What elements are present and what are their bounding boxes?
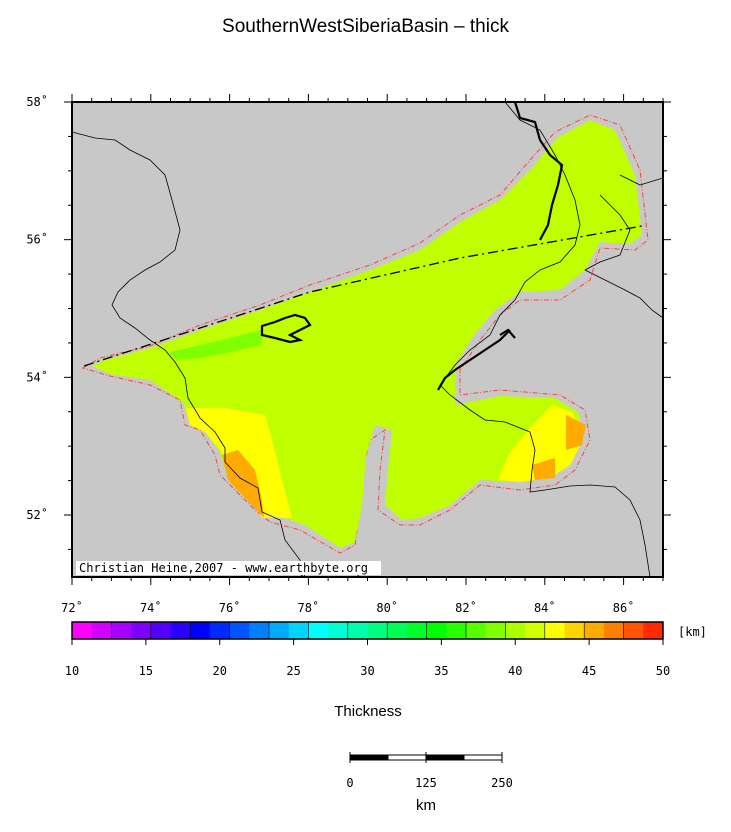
colorbar-swatch xyxy=(564,622,585,639)
colorbar-swatch xyxy=(584,622,605,639)
colorbar-swatch xyxy=(426,622,447,639)
colorbar-swatch xyxy=(91,622,112,639)
lat-tick-label: 54˚ xyxy=(26,369,48,384)
credit-background xyxy=(76,561,381,575)
basin-fill-orange-west xyxy=(222,450,264,518)
lon-tick-label: 72˚ xyxy=(61,600,83,615)
colorbar-tick-label: 45 xyxy=(582,664,596,678)
colorbar-tick-label: 50 xyxy=(656,664,670,678)
scale-bar xyxy=(349,752,503,763)
basin-boundary xyxy=(81,114,649,554)
colorbar-swatch xyxy=(269,622,290,639)
colorbar-tick-label: 25 xyxy=(286,664,300,678)
colorbar-swatch xyxy=(131,622,152,639)
basin-fill-green xyxy=(170,330,262,360)
colorbar-swatch xyxy=(190,622,211,639)
lon-tick-label: 86˚ xyxy=(613,600,635,615)
colorbar-tick-label: 30 xyxy=(360,664,374,678)
colorbar-swatch xyxy=(249,622,270,639)
colorbar-swatch xyxy=(367,622,388,639)
colorbar-swatch xyxy=(72,622,93,639)
colorbar-swatch xyxy=(485,622,506,639)
axis-ticks xyxy=(64,94,671,585)
profile-line xyxy=(83,225,643,367)
colorbar-swatch xyxy=(643,622,664,639)
lon-tick-label: 80˚ xyxy=(376,600,398,615)
colorbar-swatch xyxy=(111,622,132,639)
colorbar-swatch xyxy=(209,622,231,639)
colorbar-swatch xyxy=(603,622,625,639)
colorbar-tick-label: 15 xyxy=(139,664,153,678)
lat-tick-label: 56˚ xyxy=(26,232,48,247)
basin-fill-orange-east xyxy=(532,415,586,480)
colorbar-tick-labels: 10 15 20 25 30 35 40 45 50 xyxy=(65,639,670,678)
colorbar-swatch xyxy=(544,622,565,639)
colorbar xyxy=(72,622,664,639)
colorbar-swatch xyxy=(446,622,467,639)
colorbar-swatch xyxy=(288,622,309,639)
lat-tick-label: 52˚ xyxy=(26,507,48,522)
lat-tick-label: 58˚ xyxy=(26,94,48,109)
latitude-labels: 52˚ 54˚ 56˚ 58˚ xyxy=(26,94,48,522)
colorbar-swatch xyxy=(347,622,368,639)
colorbar-tick-label: 20 xyxy=(213,664,227,678)
colorbar-swatch xyxy=(229,622,250,639)
longitude-labels: 72˚ 74˚ 76˚ 78˚ 80˚ 82˚ 84˚ 86˚ xyxy=(61,600,634,615)
colorbar-swatch xyxy=(525,622,546,639)
credit-text: Christian Heine,2007 - www.earthbyte.org xyxy=(79,561,368,575)
colorbar-tick-label: 35 xyxy=(434,664,448,678)
scale-tick-0: 0 xyxy=(346,776,353,790)
map-title: SouthernWestSiberiaBasin – thick xyxy=(222,16,509,37)
colorbar-label: Thickness xyxy=(334,703,402,720)
colorbar-swatch xyxy=(387,622,408,639)
scale-unit: km xyxy=(416,797,436,814)
lon-tick-label: 84˚ xyxy=(534,600,556,615)
colorbar-swatch xyxy=(466,622,487,639)
colorbar-swatch xyxy=(505,622,526,639)
colorbar-swatch xyxy=(623,622,644,639)
lon-tick-label: 74˚ xyxy=(140,600,162,615)
colorbar-tick-label: 40 xyxy=(508,664,522,678)
colorbar-unit: [km] xyxy=(678,625,707,639)
colorbar-swatch xyxy=(150,622,171,639)
basin-fill-yellow-east xyxy=(498,405,584,482)
colorbar-swatch xyxy=(406,622,428,639)
colorbar-swatch xyxy=(308,622,329,639)
lon-tick-label: 78˚ xyxy=(298,600,320,615)
scale-tick-125: 125 xyxy=(415,776,437,790)
lon-tick-label: 76˚ xyxy=(219,600,241,615)
colorbar-tick-label: 10 xyxy=(65,664,79,678)
scale-tick-250: 250 xyxy=(491,776,513,790)
lon-tick-label: 82˚ xyxy=(455,600,477,615)
colorbar-swatch xyxy=(328,622,349,639)
major-rivers xyxy=(260,101,564,391)
colorbar-swatch xyxy=(170,622,191,639)
